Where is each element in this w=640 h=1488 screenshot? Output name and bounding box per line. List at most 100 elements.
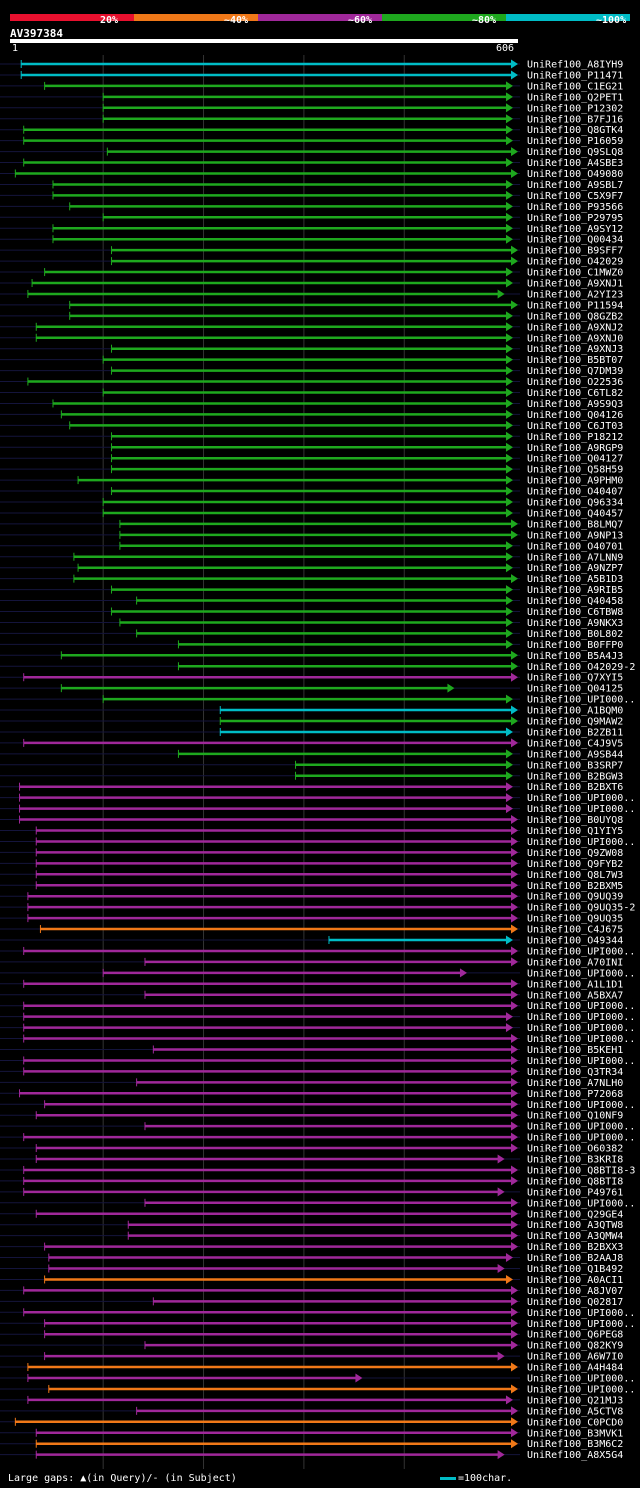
hit-row[interactable]: UniRef100_Q96334 <box>0 497 623 509</box>
hit-row[interactable]: UniRef100_O22536 <box>0 377 623 388</box>
hit-row[interactable]: UniRef100_B3MVK1 <box>0 1428 623 1439</box>
hit-row[interactable]: UniRef100_A9XNJ2 <box>0 322 623 333</box>
hit-row[interactable]: UniRef100_O49344 <box>0 935 623 947</box>
hit-row[interactable]: UniRef100_B3KRI8 <box>0 1154 623 1166</box>
hit-row[interactable]: UniRef100_Q40457 <box>0 508 623 519</box>
hit-row[interactable]: UniRef100_P12302 <box>0 103 623 114</box>
hit-row[interactable]: UniRef100_O40701 <box>0 541 623 552</box>
hit-row[interactable]: UniRef100_Q40458 <box>0 596 623 607</box>
hit-row[interactable]: UniRef100_A9SY12 <box>0 223 623 235</box>
hit-row[interactable]: UniRef100_B0L802 <box>0 628 623 640</box>
hit-row[interactable]: UniRef100_O40407 <box>0 486 623 498</box>
hit-row[interactable]: UniRef100_Q8GZB2 <box>0 311 623 322</box>
hit-row[interactable]: UniRef100_P29795 <box>0 212 623 224</box>
hit-row[interactable]: UniRef100_Q21MJ3 <box>0 1395 623 1406</box>
hit-row[interactable]: UniRef100_O42029 <box>0 256 623 268</box>
hit-row[interactable]: UniRef100_O60382 <box>0 1143 623 1155</box>
hit-row[interactable]: UniRef100_A1L1D1 <box>0 979 623 990</box>
hit-row[interactable]: UniRef100_A6W7I0 <box>0 1351 623 1363</box>
hit-row[interactable]: UniRef100_Q9FYB2 <box>0 858 623 870</box>
hit-row[interactable]: UniRef100_B2ZB11 <box>0 727 623 738</box>
hit-row[interactable]: UniRef100_C0PCD0 <box>0 1417 623 1428</box>
hit-row[interactable]: UniRef100_O49080 <box>0 169 623 180</box>
hit-row[interactable]: UniRef100_UPI000.. <box>0 1012 635 1023</box>
hit-row[interactable]: UniRef100_C1EG21 <box>0 81 623 92</box>
hit-row[interactable]: UniRef100_UPI000.. <box>0 1121 635 1133</box>
hit-row[interactable]: UniRef100_Q8BTI8 <box>0 1176 623 1187</box>
hit-row[interactable]: UniRef100_A4H484 <box>0 1362 623 1374</box>
hit-row[interactable]: UniRef100_Q04126 <box>0 409 623 421</box>
hit-row[interactable]: UniRef100_A5BXA7 <box>0 990 623 1001</box>
hit-row[interactable]: UniRef100_UPI000.. <box>0 1034 635 1045</box>
hit-row[interactable]: UniRef100_A4SBE3 <box>0 158 623 169</box>
hit-row[interactable]: UniRef100_B5KEH1 <box>0 1045 623 1056</box>
hit-row[interactable]: UniRef100_B2BXT6 <box>0 782 623 793</box>
hit-row[interactable]: UniRef100_Q8GTK4 <box>0 125 623 136</box>
hit-row[interactable]: UniRef100_Q82KY9 <box>0 1340 623 1352</box>
hit-row[interactable]: UniRef100_UPI000.. <box>0 793 635 804</box>
hit-row[interactable]: UniRef100_A1BQM0 <box>0 705 623 717</box>
hit-row[interactable]: UniRef100_B0UYQ8 <box>0 815 623 826</box>
hit-row[interactable]: UniRef100_Q02817 <box>0 1296 623 1308</box>
hit-row[interactable]: UniRef100_B9SFF7 <box>0 245 623 257</box>
hit-row[interactable]: UniRef100_O42029-2 <box>0 661 635 673</box>
hit-row[interactable]: UniRef100_Q9UQ35-2 <box>0 902 635 914</box>
hit-row[interactable]: UniRef100_A9SBL7 <box>0 179 623 191</box>
hit-row[interactable]: UniRef100_A9PHM0 <box>0 475 623 487</box>
hit-row[interactable]: UniRef100_UPI000.. <box>0 968 635 979</box>
hit-row[interactable]: UniRef100_C4J675 <box>0 924 623 936</box>
hit-row[interactable]: UniRef100_Q3TR34 <box>0 1066 623 1078</box>
hit-row[interactable]: UniRef100_Q2PET1 <box>0 92 623 103</box>
hit-row[interactable]: UniRef100_A3QTW8 <box>0 1220 623 1231</box>
hit-row[interactable]: UniRef100_UPI000.. <box>0 1055 635 1067</box>
hit-row[interactable]: UniRef100_Q58H59 <box>0 464 623 476</box>
hit-row[interactable]: UniRef100_B3M6C2 <box>0 1439 623 1450</box>
hit-row[interactable]: UniRef100_Q7DM39 <box>0 366 623 377</box>
hit-row[interactable]: UniRef100_UPI000.. <box>0 1023 635 1034</box>
hit-row[interactable]: UniRef100_UPI000.. <box>0 1001 635 1012</box>
hit-row[interactable]: UniRef100_A8JV07 <box>0 1285 623 1297</box>
hit-row[interactable]: UniRef100_Q8BTI8-3 <box>0 1165 635 1176</box>
hit-row[interactable]: UniRef100_Q9ZW08 <box>0 847 623 859</box>
hit-row[interactable]: UniRef100_A2YI23 <box>0 289 623 300</box>
hit-row[interactable]: UniRef100_Q9MAW2 <box>0 716 623 728</box>
hit-row[interactable]: UniRef100_A0ACI1 <box>0 1274 623 1286</box>
hit-row[interactable]: UniRef100_Q29GE4 <box>0 1209 623 1220</box>
hit-row[interactable]: UniRef100_B8LMQ7 <box>0 519 623 530</box>
hit-row[interactable]: UniRef100_UPI000.. <box>0 1373 635 1385</box>
hit-row[interactable]: UniRef100_A9SB44 <box>0 749 623 760</box>
hit-row[interactable]: UniRef100_A8IYH9 <box>0 59 623 71</box>
hit-row[interactable]: UniRef100_A9S9Q3 <box>0 398 623 410</box>
hit-row[interactable]: UniRef100_Q8L7W3 <box>0 869 623 881</box>
hit-row[interactable]: UniRef100_UPI000.. <box>0 1384 635 1395</box>
hit-row[interactable]: UniRef100_A9RIB5 <box>0 585 623 596</box>
hit-row[interactable]: UniRef100_Q04125 <box>0 683 623 695</box>
hit-row[interactable]: UniRef100_UPI000.. <box>0 836 635 848</box>
hit-row[interactable]: UniRef100_A9RGP9 <box>0 442 623 454</box>
hit-row[interactable]: UniRef100_A5B1D3 <box>0 574 623 585</box>
hit-row[interactable]: UniRef100_A9NZP7 <box>0 563 623 574</box>
hit-row[interactable]: UniRef100_UPI000.. <box>0 946 635 957</box>
hit-row[interactable]: UniRef100_B5A4J3 <box>0 650 623 662</box>
hit-row[interactable]: UniRef100_C6JT03 <box>0 420 623 432</box>
hit-row[interactable]: UniRef100_B7FJ16 <box>0 114 623 125</box>
hit-row[interactable]: UniRef100_B2BXX3 <box>0 1242 623 1253</box>
hit-row[interactable]: UniRef100_Q6PEG8 <box>0 1329 623 1341</box>
hit-row[interactable]: UniRef100_UPI000.. <box>0 1198 635 1209</box>
hit-row[interactable]: UniRef100_B0FFP0 <box>0 639 623 651</box>
hit-row[interactable]: UniRef100_B2BXM5 <box>0 880 623 892</box>
hit-row[interactable]: UniRef100_A9NKX3 <box>0 617 623 629</box>
hit-row[interactable]: UniRef100_Q04127 <box>0 453 623 465</box>
hit-row[interactable]: UniRef100_A9XNJ1 <box>0 278 623 290</box>
hit-row[interactable]: UniRef100_A9NP13 <box>0 530 623 541</box>
hit-row[interactable]: UniRef100_Q9UQ39 <box>0 891 623 903</box>
hit-row[interactable]: UniRef100_A3QMW4 <box>0 1231 623 1242</box>
hit-row[interactable]: UniRef100_P11471 <box>0 70 623 81</box>
hit-row[interactable]: UniRef100_P18212 <box>0 431 623 443</box>
hit-row[interactable]: UniRef100_B2BGW3 <box>0 771 623 782</box>
hit-row[interactable]: UniRef100_C5X9F7 <box>0 190 623 202</box>
hit-row[interactable]: UniRef100_A7NLH0 <box>0 1077 623 1089</box>
hit-row[interactable]: UniRef100_Q1B492 <box>0 1264 623 1275</box>
hit-row[interactable]: UniRef100_C1MWZ0 <box>0 267 623 279</box>
hit-row[interactable]: UniRef100_A7LNN9 <box>0 552 623 563</box>
